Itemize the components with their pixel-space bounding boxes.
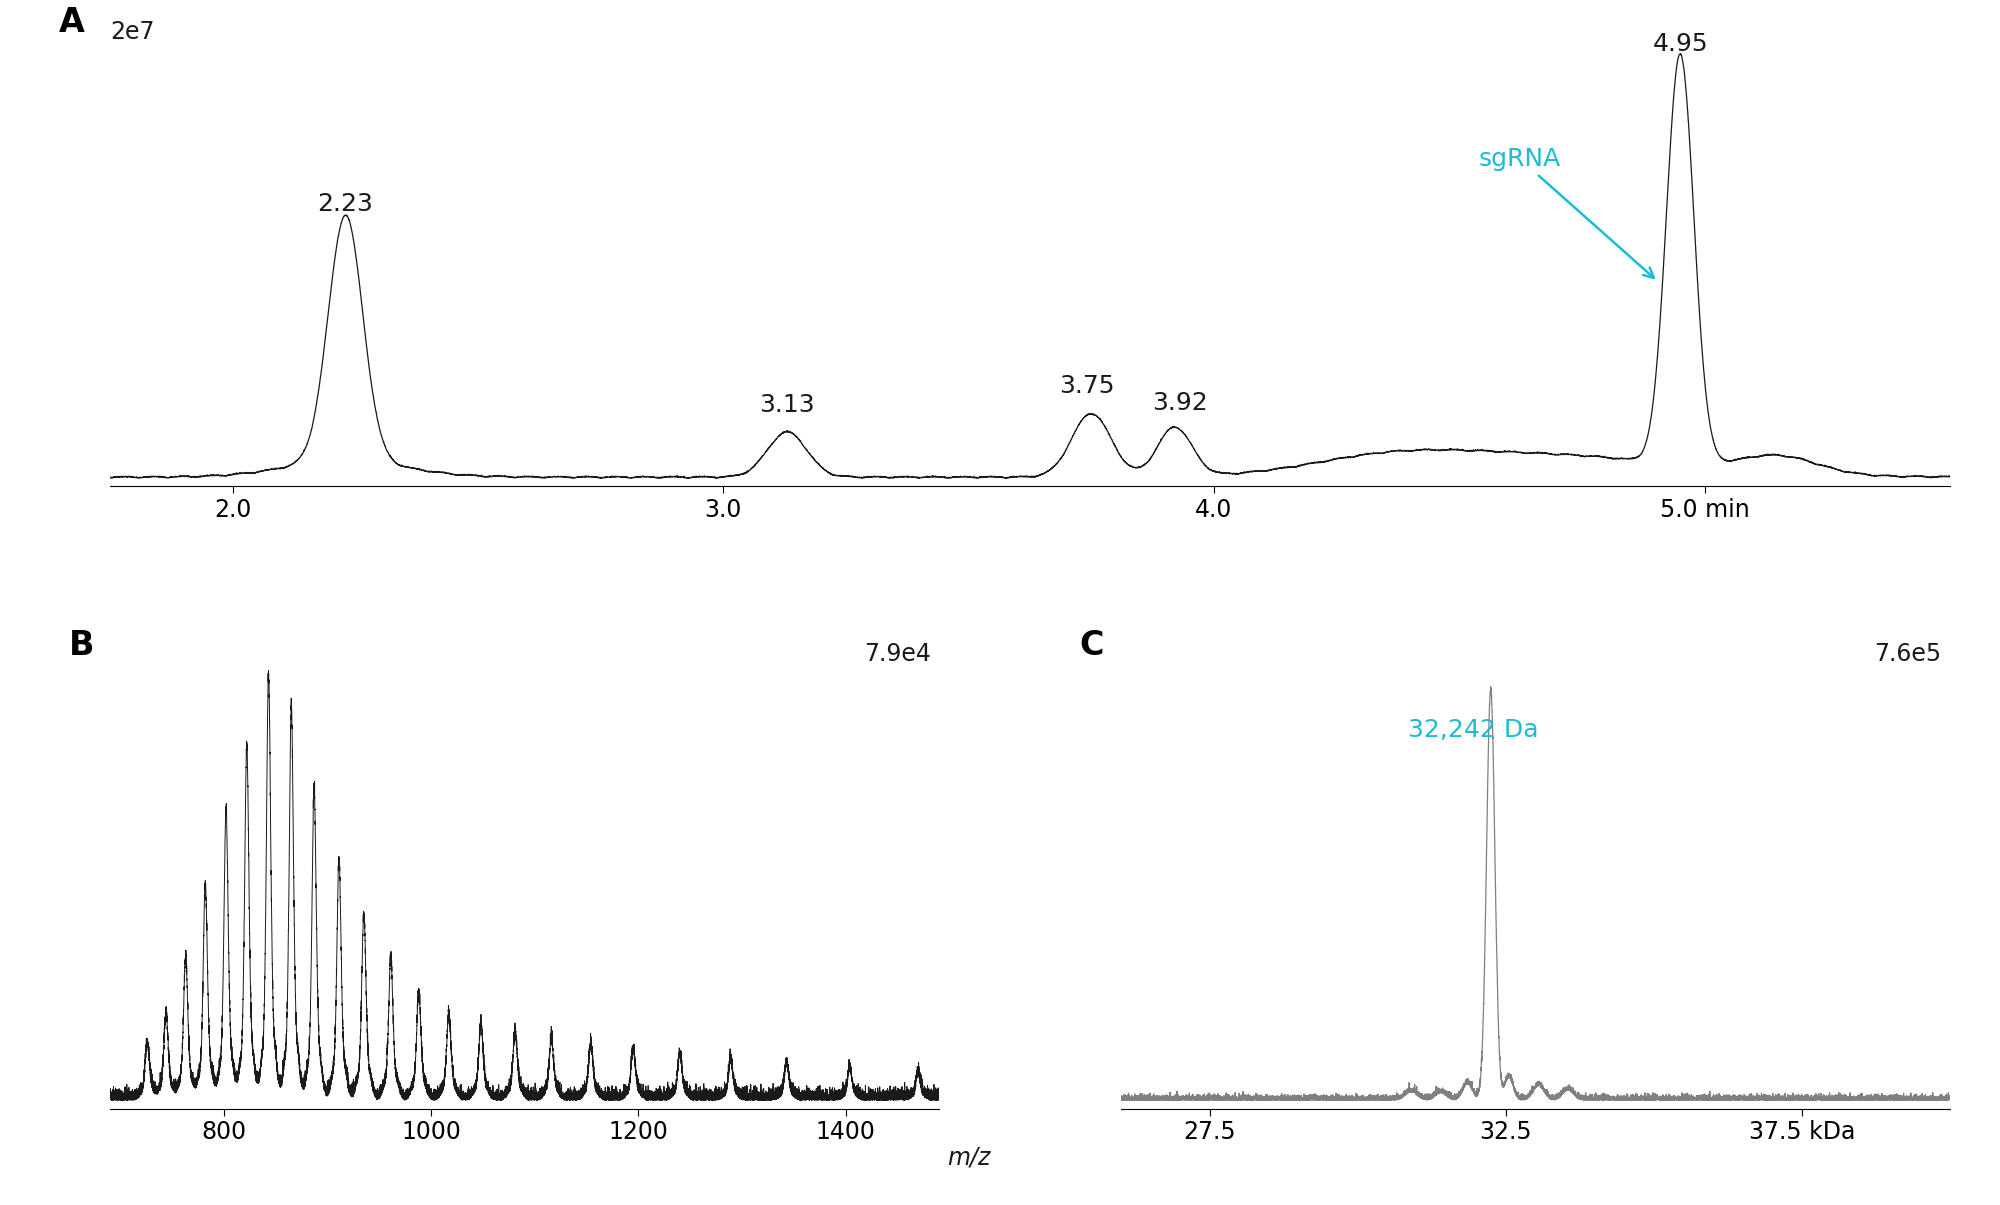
Text: 4.95: 4.95 <box>1652 33 1708 57</box>
Text: 32,242 Da: 32,242 Da <box>1408 718 1538 742</box>
Text: 3.13: 3.13 <box>760 393 814 417</box>
Text: 2e7: 2e7 <box>110 19 154 43</box>
Text: sgRNA: sgRNA <box>1478 147 1654 278</box>
Text: 7.9e4: 7.9e4 <box>864 642 930 666</box>
Text: 7.6e5: 7.6e5 <box>1874 642 1942 666</box>
Text: m/z: m/z <box>948 1146 990 1170</box>
Text: C: C <box>1080 629 1104 662</box>
Text: 2.23: 2.23 <box>318 192 374 216</box>
Text: 3.92: 3.92 <box>1152 390 1208 415</box>
Text: 3.75: 3.75 <box>1058 375 1114 399</box>
Text: A: A <box>58 6 84 40</box>
Text: B: B <box>68 629 94 662</box>
